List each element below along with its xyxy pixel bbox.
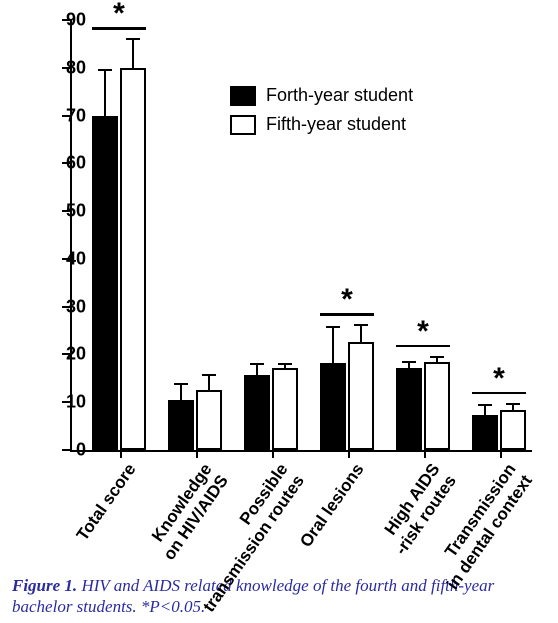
x-tick <box>272 450 274 458</box>
y-tick-label: 30 <box>66 296 86 317</box>
error-cap <box>326 326 340 328</box>
sig-star: * <box>417 315 429 349</box>
bar-filled <box>396 368 422 450</box>
error-bar <box>484 405 486 415</box>
bar-open <box>424 362 450 450</box>
error-cap <box>126 38 140 40</box>
error-cap <box>478 404 492 406</box>
y-tick-label: 0 <box>76 440 86 461</box>
x-tick <box>424 450 426 458</box>
y-tick <box>62 449 70 451</box>
bar-open <box>348 342 374 450</box>
bar-open <box>196 390 222 450</box>
bar-open <box>272 368 298 450</box>
x-tick <box>500 450 502 458</box>
y-tick-label: 40 <box>66 248 86 269</box>
x-tick-label: Total score <box>73 460 141 545</box>
bar-filled <box>92 116 118 450</box>
bar-filled <box>472 415 498 450</box>
x-tick <box>196 450 198 458</box>
y-tick-label: 50 <box>66 201 86 222</box>
caption-lead: Figure 1. <box>12 576 77 595</box>
error-cap <box>430 356 444 358</box>
bar-filled <box>244 375 270 450</box>
y-tick-label: 70 <box>66 105 86 126</box>
error-cap <box>506 403 520 405</box>
y-tick-label: 90 <box>66 10 86 31</box>
error-cap <box>98 69 112 71</box>
legend-row: Forth-year student <box>230 85 413 106</box>
bar-open <box>120 68 146 450</box>
y-tick-label: 20 <box>66 344 86 365</box>
legend-swatch-open <box>230 115 256 135</box>
caption-text: HIV and AIDS related knowledge of the fo… <box>12 576 494 616</box>
x-tick <box>348 450 350 458</box>
error-bar <box>360 325 362 342</box>
legend-label-1: Forth-year student <box>266 85 413 106</box>
error-cap <box>402 361 416 363</box>
y-tick-label: 10 <box>66 392 86 413</box>
error-bar <box>180 384 182 400</box>
legend-row: Fifth-year student <box>230 114 413 135</box>
error-bar <box>104 70 106 115</box>
figure-container: * * * * Forth-year student Fifth-year stude… <box>0 0 558 623</box>
sig-star: * <box>341 283 353 317</box>
error-bar <box>132 39 134 68</box>
y-tick-label: 60 <box>66 153 86 174</box>
error-bar <box>332 327 334 363</box>
error-cap <box>250 363 264 365</box>
bar-open <box>500 410 526 450</box>
error-bar <box>256 364 258 375</box>
error-bar <box>208 375 210 390</box>
error-cap <box>174 383 188 385</box>
sig-star: * <box>113 0 125 31</box>
error-cap <box>202 374 216 376</box>
sig-star: * <box>493 362 505 396</box>
y-tick-label: 80 <box>66 57 86 78</box>
legend-swatch-filled <box>230 86 256 106</box>
x-tick <box>120 450 122 458</box>
legend-label-2: Fifth-year student <box>266 114 406 135</box>
legend: Forth-year student Fifth-year student <box>230 85 413 143</box>
bar-filled <box>320 363 346 450</box>
error-cap <box>354 324 368 326</box>
error-cap <box>278 363 292 365</box>
x-tick-label: Oral lesions <box>296 460 368 551</box>
bar-filled <box>168 400 194 450</box>
